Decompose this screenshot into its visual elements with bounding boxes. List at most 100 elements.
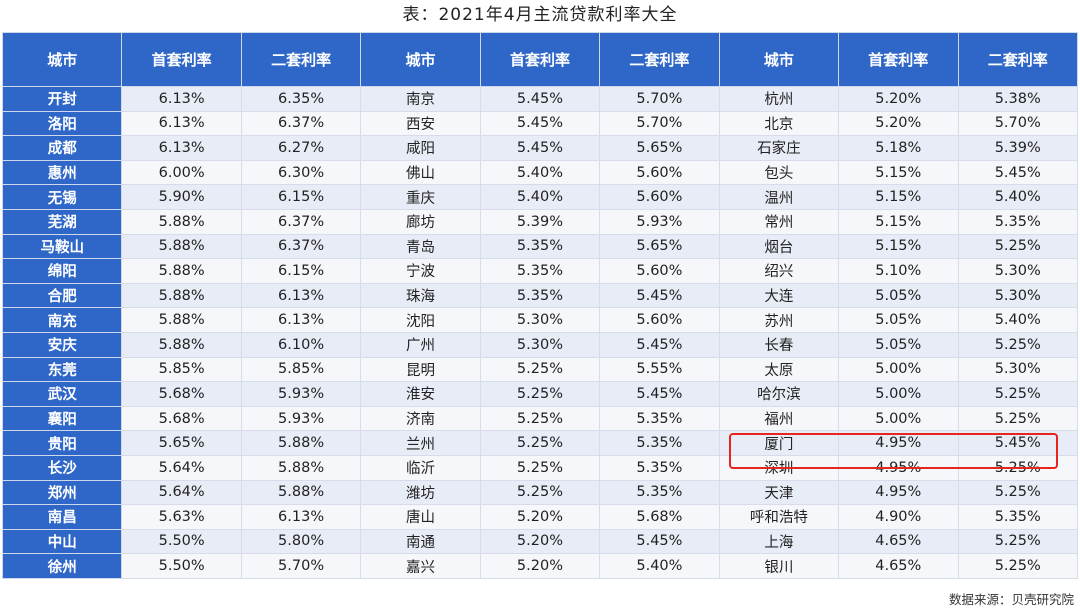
city-cell: 临沂: [360, 454, 481, 481]
city-cell: 重庆: [360, 184, 481, 210]
city-cell: 徐州: [1, 553, 123, 579]
second-home-rate-cell: 5.88%: [240, 454, 362, 481]
second-home-rate-cell: 5.55%: [599, 356, 720, 383]
city-cell: 南通: [360, 528, 481, 555]
first-home-rate-cell: 5.20%: [479, 504, 601, 530]
table-row: 开封 6.13% 6.35% 南京 5.45% 5.70% 杭州 5.20% 5.38%: [1, 86, 1078, 112]
table-row: 郑州 5.64% 5.88% 潍坊 5.25% 5.35% 天津 4.95% 5.25%: [1, 479, 1078, 506]
city-cell: 厦门: [718, 430, 840, 456]
first-home-rate-cell: 5.40%: [479, 184, 601, 210]
table-row: 绵阳 5.88% 6.15% 宁波 5.35% 5.60% 绍兴 5.10% 5.30%: [1, 258, 1078, 284]
city-cell: 太原: [718, 356, 840, 383]
first-home-rate-cell: 5.05%: [838, 307, 959, 333]
table-row: 惠州 6.00% 6.30% 佛山 5.40% 5.60% 包头 5.15% 5.45%: [1, 159, 1078, 186]
second-home-rate-cell: 5.60%: [599, 159, 720, 186]
first-home-rate-cell: 5.25%: [479, 430, 601, 456]
second-home-rate-cell: 5.39%: [957, 135, 1078, 161]
first-home-rate-cell: 5.68%: [121, 405, 242, 432]
city-cell: 长春: [718, 331, 840, 358]
first-home-rate-cell: 5.15%: [838, 159, 959, 186]
city-cell: 芜湖: [1, 208, 123, 235]
second-home-rate-cell: 5.30%: [957, 258, 1078, 284]
first-home-rate-cell: 4.95%: [838, 479, 959, 506]
city-cell: 佛山: [360, 159, 481, 186]
first-home-rate-cell: 5.05%: [838, 331, 959, 358]
second-home-rate-cell: 5.30%: [957, 282, 1078, 309]
first-home-rate-cell: 5.68%: [121, 381, 242, 407]
table-row: 南昌 5.63% 6.13% 唐山 5.20% 5.68% 呼和浩特 4.90% 5.35%: [1, 504, 1078, 530]
first-home-rate-cell: 5.85%: [121, 356, 242, 383]
second-home-rate-cell: 5.25%: [957, 233, 1078, 260]
city-cell: 深圳: [718, 454, 840, 481]
second-home-rate-cell: 5.25%: [957, 381, 1078, 407]
second-home-rate-cell: 5.40%: [599, 553, 720, 579]
second-home-rate-cell: 5.25%: [957, 454, 1078, 481]
first-home-rate-cell: 5.25%: [479, 479, 601, 506]
table-row: 武汉 5.68% 5.93% 淮安 5.25% 5.45% 哈尔滨 5.00% 5.25%: [1, 381, 1078, 407]
first-home-rate-cell: 6.00%: [121, 159, 242, 186]
second-home-rate-cell: 6.13%: [240, 307, 362, 333]
city-cell: 哈尔滨: [718, 381, 840, 407]
second-home-rate-cell: 5.25%: [957, 405, 1078, 432]
city-cell: 咸阳: [360, 135, 481, 161]
table-row: 徐州 5.50% 5.70% 嘉兴 5.20% 5.40% 银川 4.65% 5.25%: [1, 553, 1078, 579]
first-home-rate-cell: 6.13%: [121, 135, 242, 161]
first-home-rate-cell: 5.65%: [121, 430, 242, 456]
city-cell: 惠州: [1, 159, 123, 186]
second-home-rate-cell: 5.60%: [599, 184, 720, 210]
city-cell: 合肥: [1, 282, 123, 309]
second-home-rate-cell: 6.30%: [240, 159, 362, 186]
second-home-rate-cell: 6.37%: [240, 208, 362, 235]
second-home-rate-cell: 5.40%: [957, 307, 1078, 333]
second-home-rate-cell: 5.93%: [599, 208, 720, 235]
first-home-rate-cell: 5.25%: [479, 405, 601, 432]
city-cell: 绵阳: [1, 258, 123, 284]
second-home-rate-cell: 5.80%: [240, 528, 362, 555]
city-cell: 南昌: [1, 504, 123, 530]
first-home-rate-cell: 5.88%: [121, 233, 242, 260]
city-cell: 洛阳: [1, 110, 123, 137]
city-cell: 兰州: [360, 430, 481, 456]
first-home-rate-cell: 5.90%: [121, 184, 242, 210]
first-home-rate-cell: 5.50%: [121, 553, 242, 579]
city-cell: 武汉: [1, 381, 123, 407]
city-cell: 贵阳: [1, 430, 123, 456]
first-home-rate-cell: 5.15%: [838, 184, 959, 210]
city-cell: 济南: [360, 405, 481, 432]
city-cell: 马鞍山: [1, 233, 123, 260]
second-home-rate-cell: 5.25%: [957, 528, 1078, 555]
first-home-rate-cell: 4.95%: [838, 454, 959, 481]
second-home-rate-cell: 5.60%: [599, 258, 720, 284]
first-home-rate-cell: 5.25%: [479, 454, 601, 481]
city-cell: 福州: [718, 405, 840, 432]
second-home-rate-cell: 5.35%: [599, 405, 720, 432]
first-home-rate-cell: 5.35%: [479, 233, 601, 260]
first-home-rate-cell: 5.25%: [479, 381, 601, 407]
city-cell: 珠海: [360, 282, 481, 309]
second-home-rate-cell: 6.13%: [240, 282, 362, 309]
first-home-rate-cell: 4.95%: [838, 430, 959, 456]
second-home-rate-cell: 6.37%: [240, 233, 362, 260]
second-home-rate-cell: 5.25%: [957, 331, 1078, 358]
first-home-rate-cell: 5.64%: [121, 454, 242, 481]
first-home-rate-cell: 5.64%: [121, 479, 242, 506]
first-home-rate-cell: 5.00%: [838, 356, 959, 383]
second-home-rate-cell: 5.45%: [957, 159, 1078, 186]
city-cell: 宁波: [360, 258, 481, 284]
city-cell: 淮安: [360, 381, 481, 407]
second-home-rate-cell: 5.70%: [599, 110, 720, 137]
column-header: 城市: [1, 32, 123, 87]
second-home-rate-cell: 5.68%: [599, 504, 720, 530]
first-home-rate-cell: 5.20%: [838, 86, 959, 112]
first-home-rate-cell: 5.00%: [838, 405, 959, 432]
table-row: 洛阳 6.13% 6.37% 西安 5.45% 5.70% 北京 5.20% 5.70%: [1, 110, 1078, 137]
city-cell: 无锡: [1, 184, 123, 210]
second-home-rate-cell: 5.65%: [599, 233, 720, 260]
first-home-rate-cell: 5.05%: [838, 282, 959, 309]
second-home-rate-cell: 5.70%: [599, 86, 720, 112]
second-home-rate-cell: 5.30%: [957, 356, 1078, 383]
second-home-rate-cell: 6.35%: [240, 86, 362, 112]
first-home-rate-cell: 5.35%: [479, 282, 601, 309]
city-cell: 呼和浩特: [718, 504, 840, 530]
second-home-rate-cell: 6.15%: [240, 258, 362, 284]
